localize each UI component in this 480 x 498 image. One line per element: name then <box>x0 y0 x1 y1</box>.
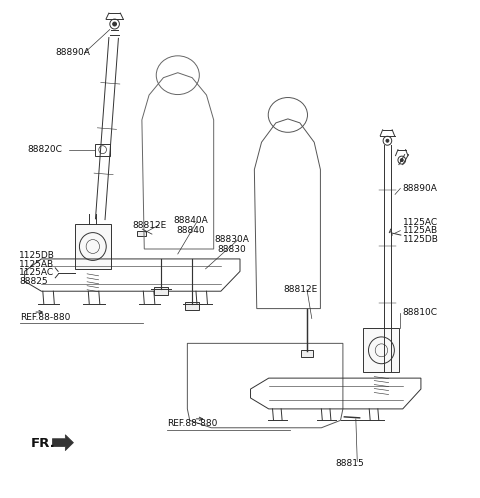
Text: 1125AB: 1125AB <box>19 260 54 269</box>
Bar <box>185 302 199 310</box>
Text: 88825: 88825 <box>19 277 48 286</box>
Text: 1125AC: 1125AC <box>19 268 54 277</box>
Text: 1125DB: 1125DB <box>19 251 55 260</box>
Bar <box>137 231 146 236</box>
Polygon shape <box>52 435 73 451</box>
Text: 88812E: 88812E <box>132 221 167 230</box>
Text: 88840A: 88840A <box>173 216 208 225</box>
Bar <box>363 329 399 372</box>
Text: 88820C: 88820C <box>27 145 62 154</box>
Text: 1125DB: 1125DB <box>403 235 439 244</box>
Text: 88815: 88815 <box>336 459 364 468</box>
Bar <box>96 144 110 156</box>
Text: FR.: FR. <box>30 437 55 450</box>
Bar <box>155 287 168 295</box>
Text: 88840: 88840 <box>177 226 205 235</box>
Text: 88810C: 88810C <box>403 308 438 317</box>
Bar <box>75 224 111 269</box>
Text: 88812E: 88812E <box>283 285 317 294</box>
Text: REF.88-880: REF.88-880 <box>167 419 217 428</box>
Text: 88830A: 88830A <box>215 235 250 244</box>
Bar <box>301 350 313 357</box>
Text: 88890A: 88890A <box>403 184 438 193</box>
Text: 1125AB: 1125AB <box>403 226 438 235</box>
Text: REF.88-880: REF.88-880 <box>20 313 70 322</box>
Text: 88890A: 88890A <box>56 48 91 57</box>
Circle shape <box>386 139 389 142</box>
Circle shape <box>113 22 117 26</box>
Circle shape <box>400 159 403 161</box>
Text: 88830: 88830 <box>217 245 246 254</box>
Text: 1125AC: 1125AC <box>403 218 438 227</box>
